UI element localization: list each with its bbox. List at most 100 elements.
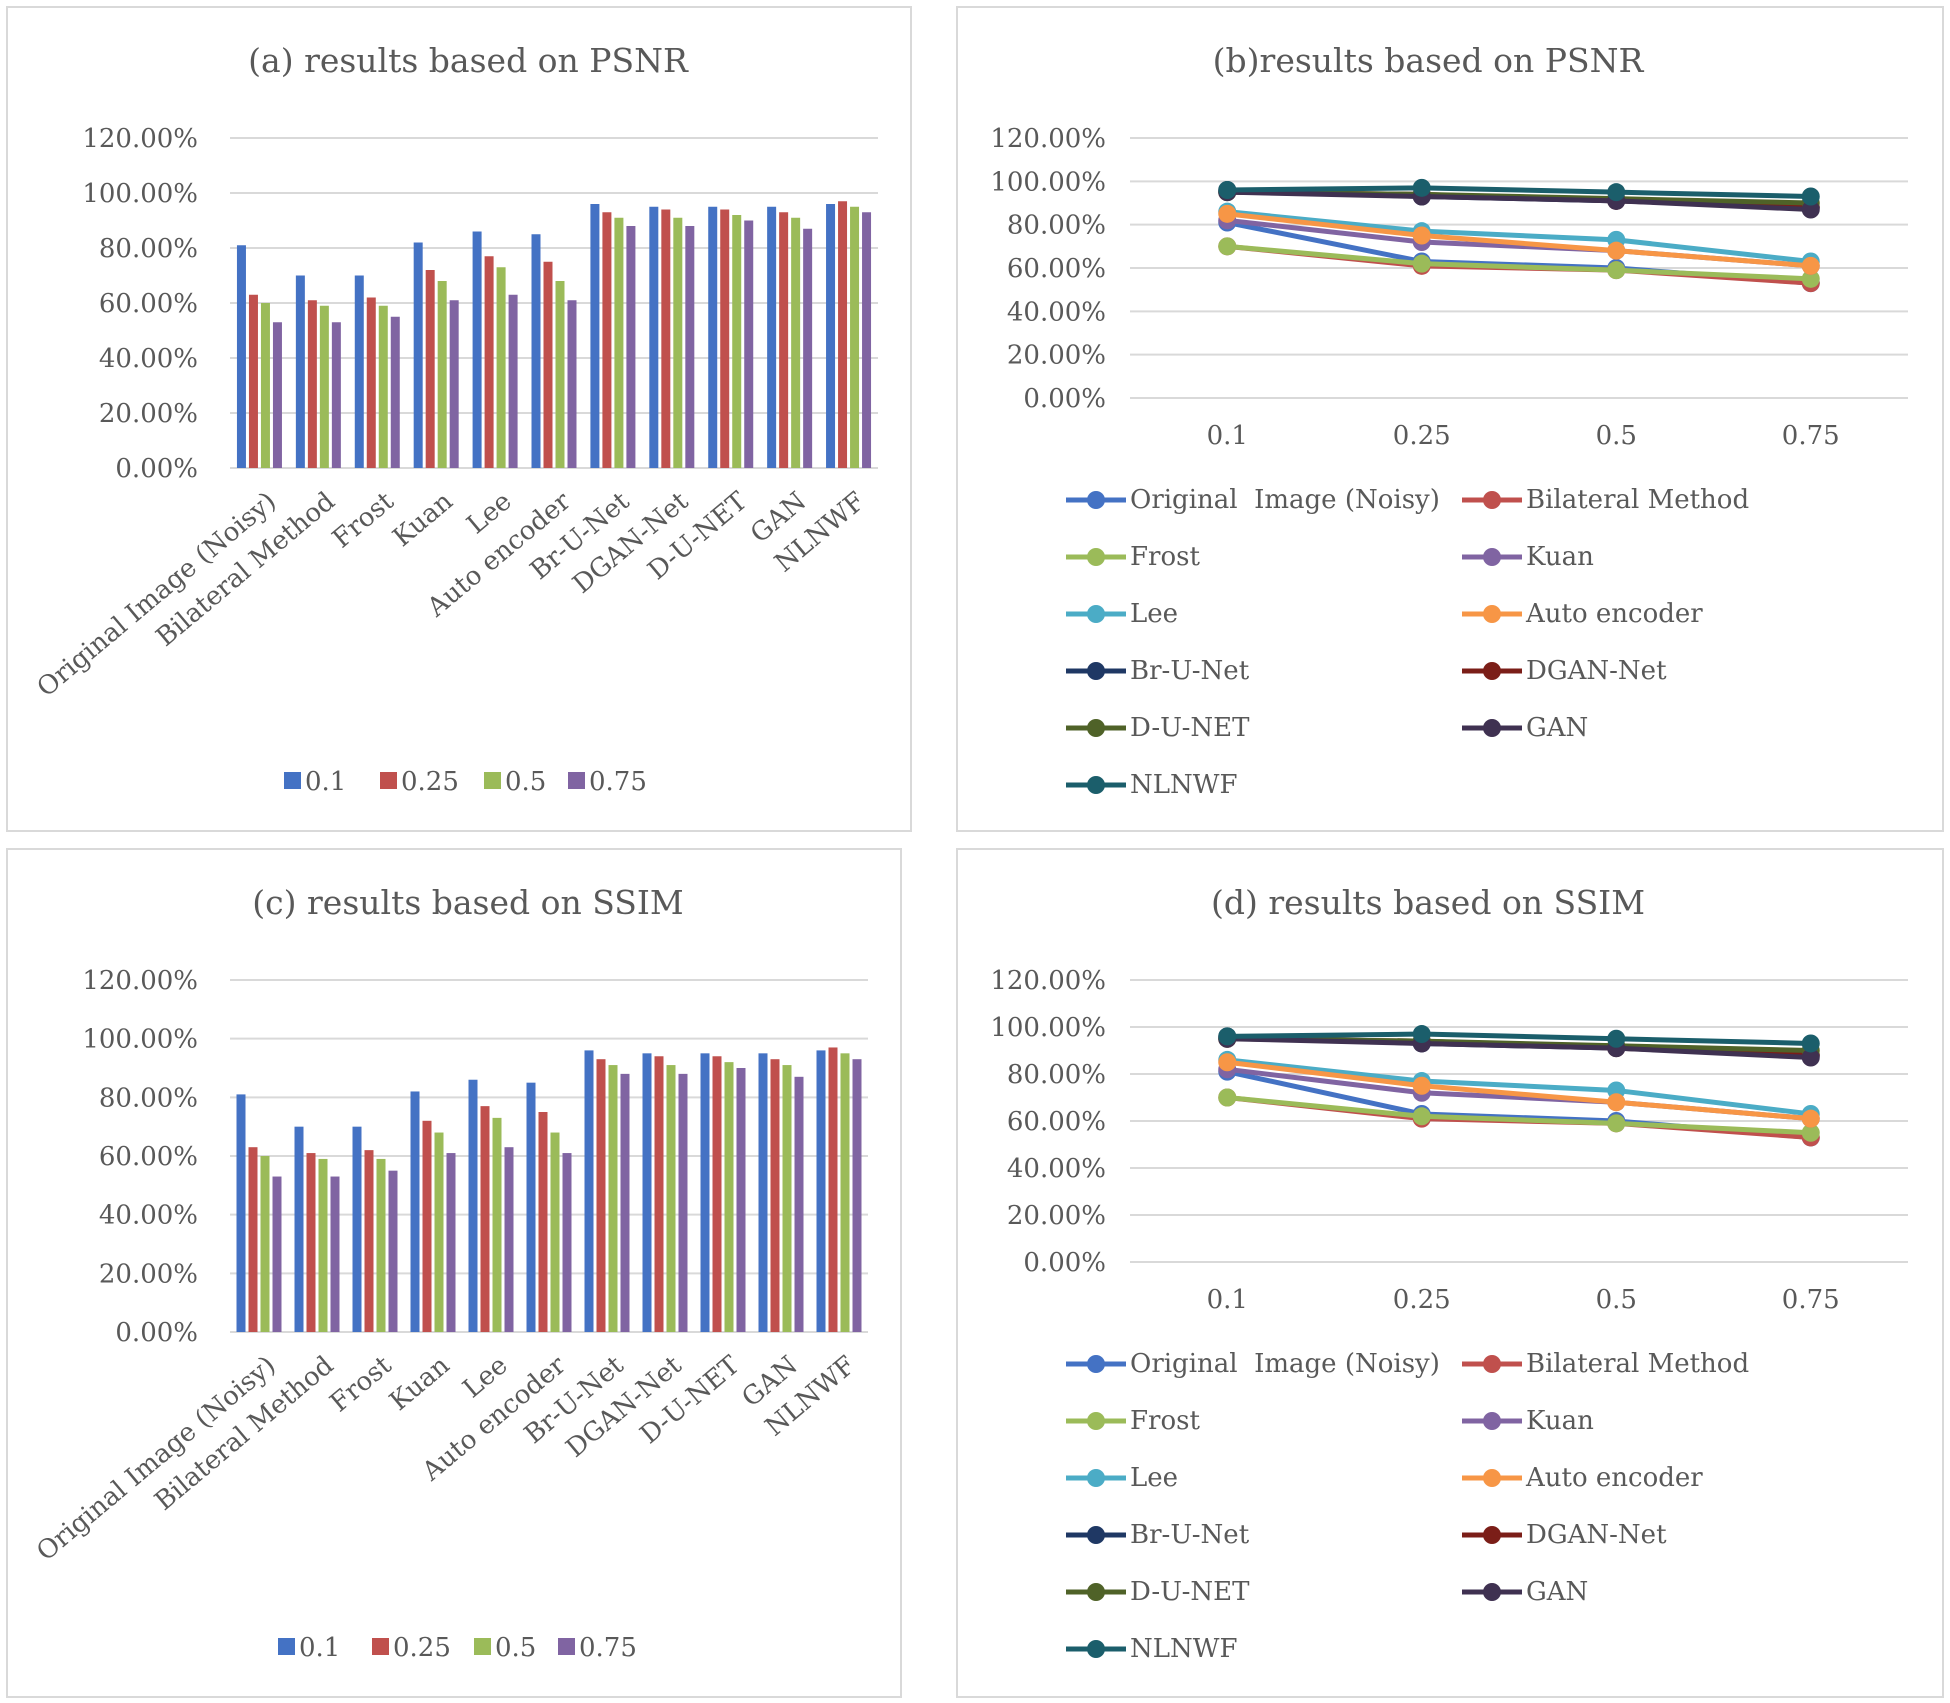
legend-label: 0.1: [305, 767, 346, 797]
bar: [422, 1120, 432, 1332]
x-tick-label: 0.1: [1207, 421, 1248, 451]
series-line: [1224, 1036, 1814, 1061]
bar: [779, 212, 789, 468]
bar: [294, 1126, 304, 1332]
chart-panel-a: (a) results based on PSNR 0.00% 20.00% 40.0…: [6, 6, 912, 832]
data-point: [1801, 1034, 1820, 1053]
bar: [649, 206, 659, 468]
y-tick-label: 40.00%: [99, 344, 198, 374]
y-tick-label: 120.00%: [82, 966, 198, 996]
data-point: [1218, 237, 1237, 256]
legend-label: Br-U-Net: [1130, 656, 1250, 686]
bar: [236, 245, 246, 468]
bar: [791, 217, 801, 468]
y-tick-label: 20.00%: [1007, 341, 1106, 371]
legend-label: Original Image (Noisy): [1130, 1349, 1440, 1379]
bar: [272, 1176, 282, 1332]
bar: [666, 1065, 676, 1332]
bar: [496, 267, 506, 468]
y-tick-label: 100.00%: [990, 167, 1106, 197]
bar: [352, 1126, 362, 1332]
bar: [850, 206, 860, 468]
bar: [472, 231, 482, 468]
x-tick-label: 0.75: [1782, 1285, 1840, 1315]
bar: [732, 215, 742, 468]
x-tick-label: 0.5: [1596, 421, 1637, 451]
bar: [413, 242, 423, 468]
x-category-label: Frost: [327, 486, 400, 554]
legend-label: 0.75: [589, 767, 647, 797]
legend-swatch: [372, 1638, 389, 1655]
bar: [354, 275, 364, 468]
chart-title: (b)results based on PSNR: [1213, 41, 1645, 80]
y-tick-label: 100.00%: [990, 1013, 1106, 1043]
bar: [555, 281, 565, 468]
legend-label: 0.25: [401, 767, 459, 797]
y-tick-label: 120.00%: [990, 966, 1106, 996]
bar: [654, 1056, 664, 1332]
bar: [816, 1050, 826, 1332]
data-point: [1801, 1109, 1820, 1128]
y-tick-label: 0.00%: [1023, 384, 1106, 414]
legend-swatch: [474, 1638, 491, 1655]
bar: [661, 209, 671, 468]
y-tick-label: 60.00%: [1007, 254, 1106, 284]
chart-svg: (b)results based on PSNR 0.00% 20.00% 40.00…: [990, 41, 1908, 800]
y-tick-label: 80.00%: [1007, 1060, 1106, 1090]
data-point: [1218, 1053, 1237, 1072]
legend-marker: [1087, 548, 1105, 566]
legend-marker: [1087, 1469, 1105, 1487]
y-tick-label: 0.00%: [115, 454, 198, 484]
bar: [446, 1153, 456, 1332]
bar: [260, 303, 270, 468]
legend-marker: [1087, 776, 1105, 794]
legend-swatch: [568, 772, 585, 789]
series-line: [1224, 189, 1814, 212]
legend-label: Kuan: [1526, 542, 1594, 572]
legend-swatch: [558, 1638, 575, 1655]
x-tick-label: 0.25: [1393, 1285, 1451, 1315]
chart-title: (c) results based on SSIM: [252, 883, 683, 922]
bar: [390, 316, 400, 468]
legend-label: 0.75: [579, 1633, 637, 1663]
bar: [388, 1170, 398, 1332]
data-point: [1801, 1048, 1820, 1067]
chart-svg: (d) results based on SSIM 0.00% 20.00% 40.0…: [990, 883, 1908, 1664]
y-tick-label: 80.00%: [99, 234, 198, 264]
data-point: [1218, 1088, 1237, 1107]
bar: [480, 1106, 490, 1332]
legend-marker: [1483, 1526, 1501, 1544]
bar: [584, 1050, 594, 1332]
legend-label: NLNWF: [1130, 770, 1238, 800]
legend-label: DGAN-Net: [1526, 1520, 1667, 1550]
legend-marker: [1483, 548, 1501, 566]
legend-label: Bilateral Method: [1526, 1349, 1749, 1379]
data-point: [1801, 269, 1820, 288]
bar: [685, 226, 695, 468]
data-point: [1607, 1029, 1626, 1048]
legend-label: Auto encoder: [1525, 599, 1703, 629]
legend-label: Kuan: [1526, 1406, 1594, 1436]
series-line: [1224, 211, 1814, 269]
legend-label: DGAN-Net: [1526, 656, 1667, 686]
series-line: [1224, 1031, 1814, 1046]
data-point: [1412, 1107, 1431, 1126]
bar: [531, 234, 541, 468]
data-point: [1412, 1025, 1431, 1044]
bar: [248, 1147, 258, 1332]
bar: [744, 220, 754, 468]
data-point: [1801, 1123, 1820, 1142]
data-point: [1218, 204, 1237, 223]
bar: [378, 305, 388, 468]
bar: [492, 1117, 502, 1332]
bar: [626, 226, 636, 468]
data-point: [1412, 1076, 1431, 1095]
y-tick-label: 80.00%: [1007, 211, 1106, 241]
legend-marker: [1087, 662, 1105, 680]
bar: [602, 212, 612, 468]
bar: [260, 1156, 270, 1332]
bar: [838, 201, 848, 468]
y-tick-label: 120.00%: [82, 124, 198, 154]
x-tick-label: 0.25: [1393, 421, 1451, 451]
legend-marker: [1483, 1583, 1501, 1601]
